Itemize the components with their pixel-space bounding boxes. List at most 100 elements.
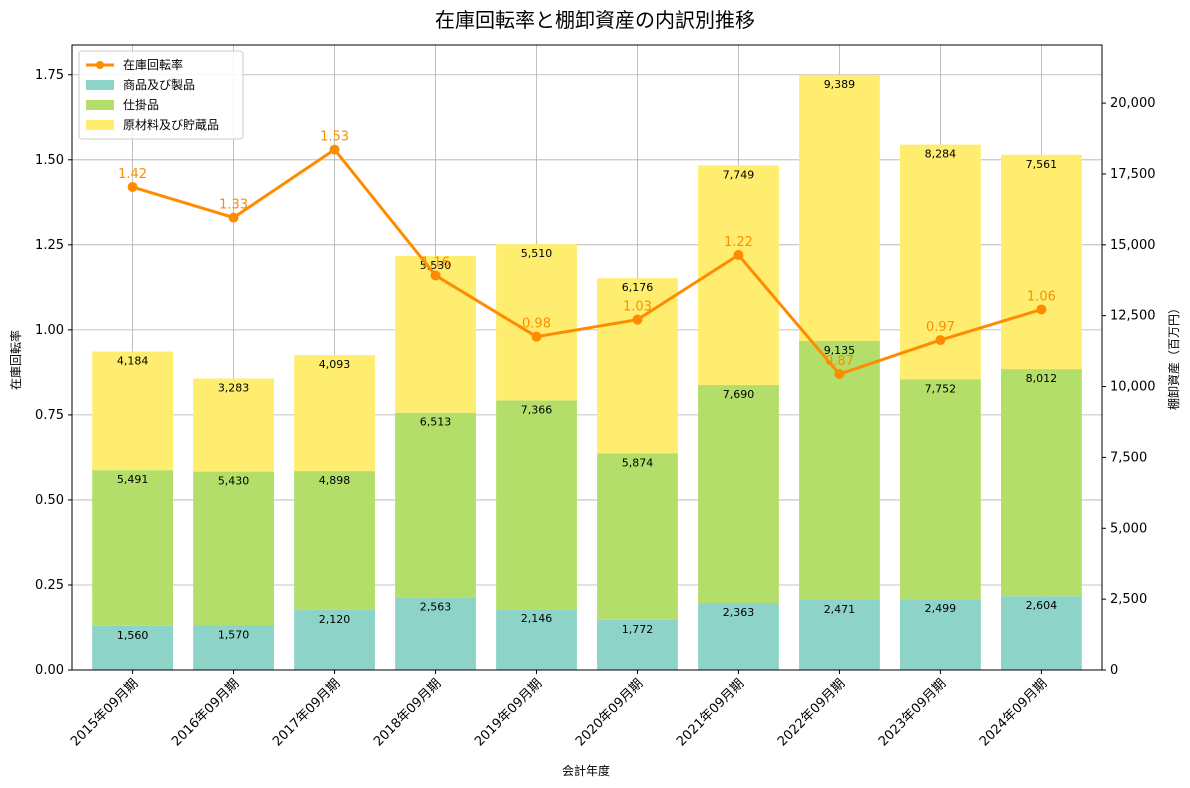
bar-segment: [92, 470, 173, 626]
tick-label-x: 2016年09月期: [169, 676, 242, 749]
bar-value-label: 2,471: [824, 603, 856, 616]
bar-segment: [294, 609, 375, 670]
tick-label-x: 2017年09月期: [270, 676, 343, 749]
bar-segment: [698, 603, 779, 670]
bar-value-label: 2,499: [925, 602, 957, 615]
bar-value-label: 4,898: [319, 474, 351, 487]
legend-label: 在庫回転率: [123, 57, 183, 72]
bar-segment: [193, 471, 274, 626]
tick-label-right: 7,500: [1110, 450, 1147, 465]
line-point: [733, 250, 744, 261]
bar-value-label: 8,284: [925, 148, 957, 161]
tick-label-left: 0.75: [35, 408, 64, 423]
bar-segment: [496, 244, 577, 401]
legend-swatch: [86, 100, 114, 110]
bar-segment: [395, 255, 476, 413]
line-point: [1036, 304, 1047, 315]
line-point: [430, 270, 441, 281]
bar-value-label: 9,389: [824, 78, 856, 91]
bar-value-label: 7,366: [521, 403, 553, 416]
bar-segment: [1001, 369, 1082, 597]
bar-value-label: 5,874: [622, 456, 654, 469]
bar-value-label: 8,012: [1026, 372, 1058, 385]
tick-label-left: 1.50: [35, 153, 64, 168]
bar-segment: [698, 165, 779, 386]
tick-label-x: 2023年09月期: [876, 676, 949, 749]
bar-value-label: 7,752: [925, 382, 957, 395]
tick-label-left: 1.75: [35, 68, 64, 83]
tick-label-right: 20,000: [1110, 96, 1156, 111]
line-point: [632, 314, 643, 325]
bar-segment: [1001, 154, 1082, 370]
bar-value-label: 5,430: [218, 475, 250, 488]
tick-label-x: 2024年09月期: [977, 676, 1050, 749]
bar-value-label: 5,510: [521, 247, 553, 260]
x-axis-label: 会計年度: [562, 763, 610, 778]
y-axis-label-right: 棚卸資産（百万円）: [1166, 302, 1181, 410]
bar-value-label: 4,093: [319, 358, 351, 371]
tick-label-right: 10,000: [1110, 380, 1156, 395]
plot-frame: [71, 44, 1103, 671]
tick-label-right: 5,000: [1110, 521, 1147, 536]
bar-segment: [395, 597, 476, 670]
tick-label-left: 0.50: [35, 493, 64, 508]
line-path: [132, 148, 1042, 376]
bar-segment: [496, 609, 577, 670]
line-point: [531, 331, 542, 342]
bar-segment: [799, 599, 880, 670]
tick-label-right: 2,500: [1110, 592, 1147, 607]
tick-label-right: 12,500: [1110, 309, 1156, 324]
line-value-label: 0.87: [825, 354, 854, 369]
tick-label-left: 0.25: [35, 578, 64, 593]
tick-label-left: 1.25: [35, 238, 64, 253]
turnover-line: 1.42 1.33 1.53 1.16 0.98 1.03 1.22 0.87 0.97 1.06: [118, 130, 1056, 380]
bar-segment: [92, 351, 173, 471]
legend-swatch-marker: [96, 61, 104, 69]
tick-label-right: 15,000: [1110, 238, 1156, 253]
chart-title: 在庫回転率と棚卸資産の内訳別推移: [435, 8, 755, 32]
bar-segment: [799, 341, 880, 600]
bar-value-label: 3,283: [218, 382, 250, 395]
bar-labels: 1,560 5,491 4,184 1,570 5,430 3,283 2,120 4,898…: [117, 78, 1057, 642]
line-point: [228, 212, 239, 223]
line-value-label: 0.98: [522, 317, 551, 332]
legend-box: [78, 50, 244, 140]
bar-value-label: 6,176: [622, 281, 654, 294]
line-value-label: 1.22: [724, 235, 753, 250]
legend-swatch: [86, 80, 114, 90]
tick-label-x: 2020年09月期: [573, 676, 646, 749]
bar-value-label: 5,491: [117, 473, 149, 486]
legend-label: 仕掛品: [123, 97, 159, 112]
bar-value-label: 9,135: [824, 344, 856, 357]
y-axis-label-left: 在庫回転率: [8, 330, 23, 390]
bar-segment: [395, 412, 476, 598]
line-value-label: 0.97: [926, 320, 955, 335]
line-point: [329, 144, 340, 155]
legend-label: 原材料及び貯蔵品: [123, 118, 219, 132]
bar-segment: [496, 400, 577, 610]
bar-segment: [193, 378, 274, 472]
tick-label-left: 0.00: [35, 663, 64, 678]
bars: [92, 74, 1082, 670]
bar-value-label: 5,530: [420, 259, 452, 272]
legend-label: 商品及び製品: [123, 77, 195, 92]
line-value-label: 1.42: [118, 167, 147, 182]
line-value-label: 1.16: [421, 255, 450, 270]
bar-segment: [1001, 596, 1082, 670]
bar-segment: [900, 379, 981, 600]
bar-segment: [597, 619, 678, 670]
tick-label-right: 17,500: [1110, 167, 1156, 182]
line-value-label: 1.33: [219, 198, 248, 213]
line-value-label: 1.06: [1027, 289, 1056, 304]
line-value-label: 1.53: [320, 130, 349, 145]
tick-label-right: 0: [1110, 663, 1118, 678]
bar-value-label: 7,561: [1026, 158, 1058, 171]
bar-value-label: 2,563: [420, 600, 452, 613]
bar-value-label: 2,146: [521, 612, 553, 625]
legend-swatch: [86, 120, 114, 130]
tick-label-x: 2021年09月期: [674, 676, 747, 749]
bar-value-label: 2,363: [723, 606, 755, 619]
bar-value-label: 7,749: [723, 168, 755, 181]
